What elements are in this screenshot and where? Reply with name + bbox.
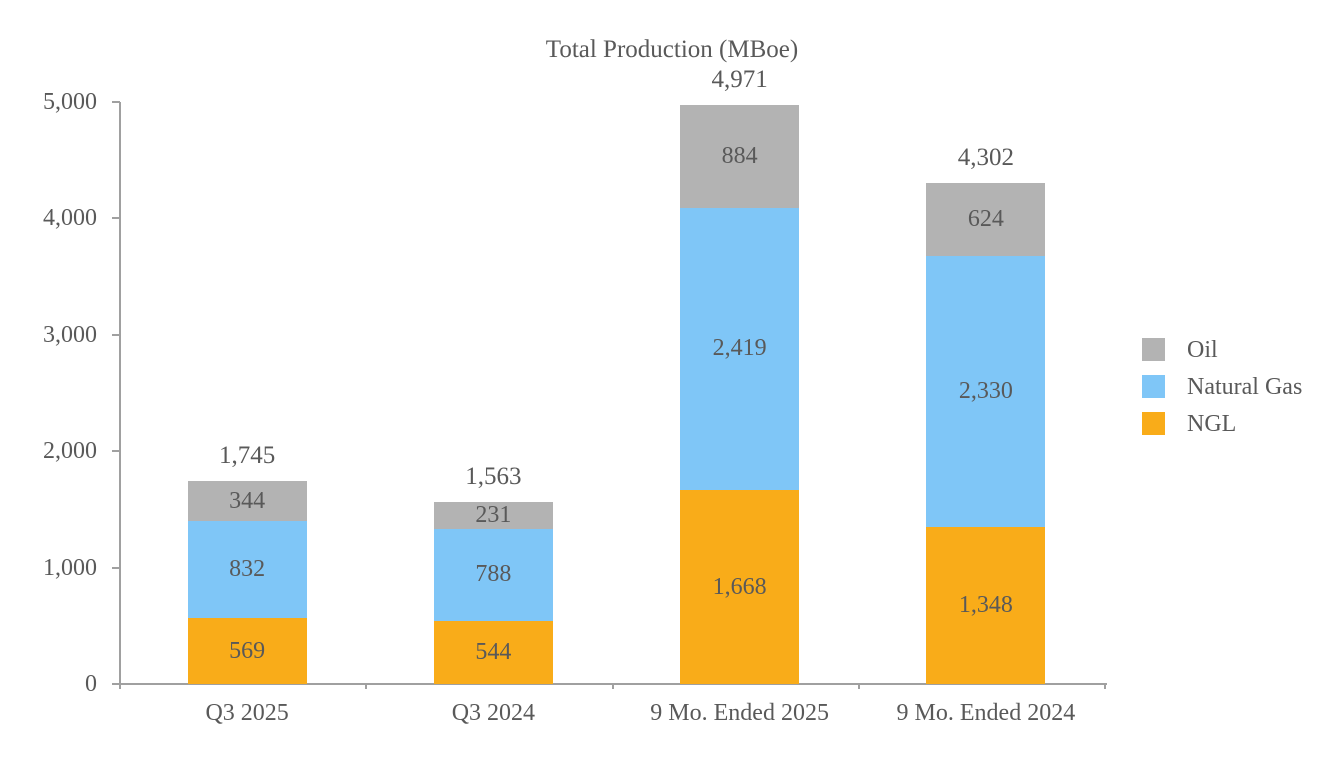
x-tick <box>365 685 368 689</box>
x-tick <box>611 685 614 689</box>
segment-value-label: 884 <box>721 143 758 170</box>
bar-segment-oil <box>187 480 307 521</box>
segment-value-label: 788 <box>475 560 512 587</box>
bar-segment-ngl <box>926 527 1046 684</box>
legend-entry-natural-gas: Natural Gas <box>1142 373 1303 400</box>
legend: Oil Natural Gas NGL <box>1142 338 1302 449</box>
bar-segment-ngl <box>187 617 307 684</box>
segment-value-label: 569 <box>229 637 266 664</box>
segment-value-label: 1,348 <box>958 592 1013 619</box>
segment-value-label: 2,330 <box>958 377 1013 404</box>
bar-segment-oil <box>433 502 553 529</box>
legend-label: Natural Gas <box>1187 373 1303 400</box>
bar-segment-ngl <box>433 620 553 684</box>
segment-value-label: 2,419 <box>712 335 767 362</box>
legend-label: Oil <box>1187 336 1218 363</box>
bar-segment-natural-gas <box>433 528 553 621</box>
y-tick <box>112 217 120 220</box>
y-tick-label: 4,000 <box>43 205 97 232</box>
y-tick <box>112 333 120 336</box>
bar-segment-natural-gas <box>187 520 307 618</box>
segment-value-label: 832 <box>229 555 266 582</box>
segment-value-label: 231 <box>475 502 512 529</box>
segment-value-label: 1,668 <box>712 573 767 600</box>
chart-title: Total Production (MBoe) <box>545 36 799 63</box>
category-label: 9 Mo. Ended 2025 <box>650 700 829 726</box>
category-label: Q3 2025 <box>205 700 289 726</box>
category-label: 9 Mo. Ended 2024 <box>896 700 1076 726</box>
bar-segment-ngl <box>680 489 800 684</box>
x-tick <box>119 685 121 689</box>
y-tick-label: 0 <box>85 671 97 697</box>
segment-value-label: 624 <box>967 206 1004 233</box>
y-tick <box>112 101 120 103</box>
bar-total-label: 1,745 <box>219 441 276 469</box>
x-tick <box>1104 685 1106 689</box>
y-tick-label: 5,000 <box>43 89 97 115</box>
category-label: Q3 2024 <box>451 700 536 726</box>
bar-segment-natural-gas <box>680 208 800 490</box>
legend-entry-ngl: NGL <box>1142 410 1302 437</box>
y-axis-line <box>119 102 121 686</box>
legend-entry-oil: Oil <box>1142 336 1302 363</box>
bar-segment-natural-gas <box>926 255 1046 528</box>
y-tick <box>112 450 120 453</box>
y-tick-label: 3,000 <box>43 321 97 348</box>
segment-value-label: 544 <box>475 638 512 665</box>
y-tick-label: 1,000 <box>43 554 97 581</box>
bar-segment-oil <box>926 183 1046 256</box>
x-tick <box>857 685 860 689</box>
bar-total-label: 4,971 <box>711 66 768 94</box>
y-tick <box>112 683 120 685</box>
legend-label: NGL <box>1187 410 1237 437</box>
y-tick-label: 2,000 <box>43 438 97 465</box>
x-axis-line <box>112 683 1107 685</box>
bar-total-label: 1,563 <box>465 463 522 491</box>
y-tick <box>112 566 120 569</box>
legend-swatch <box>1142 412 1165 435</box>
legend-swatch <box>1142 338 1165 361</box>
bar-total-label: 4,302 <box>957 144 1014 172</box>
legend-swatch <box>1142 375 1165 398</box>
bar-segment-oil <box>680 105 800 209</box>
segment-value-label: 344 <box>229 487 266 514</box>
